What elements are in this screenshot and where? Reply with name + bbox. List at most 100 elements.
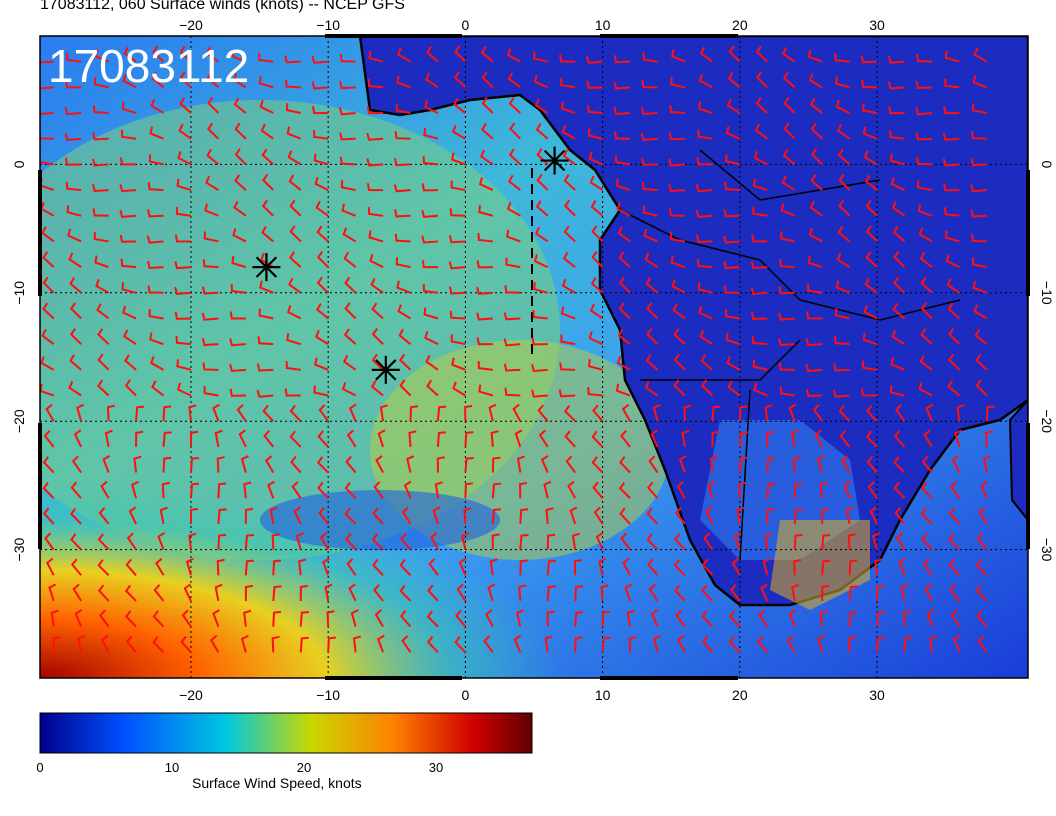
wind-barb: [540, 455, 549, 473]
wind-barb: [531, 363, 548, 373]
wind-barb: [152, 610, 165, 628]
wind-barb: [119, 209, 137, 218]
wind-barb: [591, 430, 604, 448]
wind-barb: [73, 429, 83, 448]
wind-barb: [916, 53, 932, 63]
wind-barb: [809, 200, 823, 217]
wind-barb: [421, 235, 439, 244]
wind-barb: [288, 277, 302, 294]
wind-barb: [284, 79, 301, 89]
wind-barb: [647, 481, 659, 499]
wind-barb: [589, 303, 604, 320]
wind-barb: [975, 379, 988, 397]
wind-barb: [74, 609, 83, 628]
wind-barb: [403, 480, 412, 499]
wind-barb: [536, 173, 549, 191]
wind-barb: [592, 404, 604, 422]
wind-barb: [366, 106, 384, 115]
wind-barb: [544, 635, 553, 653]
wind-barb: [673, 328, 686, 345]
wind-barb: [401, 635, 412, 653]
wind-barb: [585, 55, 603, 64]
wind-barb: [315, 200, 329, 217]
wind-barb: [867, 481, 878, 499]
wind-barb: [786, 634, 796, 653]
wind-barb: [396, 75, 411, 89]
wind-barb: [316, 303, 329, 320]
wind-barb: [601, 610, 611, 627]
wind-barb: [869, 506, 878, 525]
wind-barb: [212, 403, 221, 422]
wind-barb: [346, 429, 357, 448]
wind-barb: [376, 634, 385, 653]
wind-barb: [314, 357, 329, 371]
colorbar: [39, 712, 533, 754]
wind-barb: [450, 334, 466, 346]
latitude-tick-label: −10: [1039, 281, 1055, 305]
wind-barb: [832, 389, 850, 398]
wind-barb: [560, 334, 576, 346]
wind-barb: [202, 259, 219, 269]
wind-barb: [400, 532, 412, 551]
wind-barb: [751, 335, 768, 346]
wind-barb: [234, 122, 247, 140]
wind-barb: [68, 252, 82, 268]
wind-barb: [863, 304, 878, 320]
wind-barb: [267, 480, 275, 499]
wind-barb: [696, 234, 713, 243]
wind-barb: [650, 429, 659, 448]
latitude-tick-label: −10: [11, 281, 27, 305]
wind-barb: [728, 636, 741, 654]
wind-barb: [345, 533, 357, 551]
wind-barb: [900, 583, 909, 602]
wind-barb: [778, 338, 795, 347]
wind-barb: [618, 251, 631, 268]
wind-barb: [480, 123, 494, 140]
wind-barb: [587, 128, 603, 140]
wind-barb: [561, 278, 576, 294]
wind-barb: [876, 636, 886, 653]
wind-barb: [120, 129, 137, 140]
wind-barb: [819, 609, 828, 627]
wind-barb: [766, 482, 776, 499]
wind-barb: [343, 328, 357, 345]
wind-barb: [673, 353, 686, 371]
wind-barb: [546, 585, 556, 602]
wind-barb: [260, 123, 274, 140]
wind-barb: [289, 251, 302, 268]
longitude-tick-label: −20: [179, 17, 203, 33]
wind-barb: [257, 336, 274, 346]
wind-barb: [864, 277, 878, 294]
wind-barb: [592, 481, 604, 499]
wind-barb: [917, 203, 933, 217]
wind-barb: [890, 357, 905, 371]
wind-barb: [66, 52, 82, 63]
wind-barb: [778, 286, 795, 295]
wind-barb: [66, 205, 82, 217]
wind-barb: [835, 99, 851, 114]
wind-barb: [76, 403, 85, 422]
wind-barb: [464, 404, 473, 422]
wind-barb: [948, 558, 961, 576]
wind-barb: [862, 126, 878, 140]
wind-barb: [369, 253, 384, 269]
wind-barb: [887, 55, 905, 64]
wind-barb: [817, 634, 826, 653]
wind-barb: [449, 310, 466, 320]
wind-barb: [562, 251, 576, 268]
wind-barb: [683, 404, 692, 422]
wind-barb: [616, 355, 631, 371]
wind-barb: [231, 49, 247, 63]
wind-barb: [504, 387, 521, 397]
wind-barb: [135, 430, 144, 447]
wind-barb: [295, 532, 304, 550]
wind-barb: [311, 106, 329, 115]
colorbar-label: Surface Wind Speed, knots: [192, 775, 362, 791]
longitude-tick-label: −10: [316, 687, 340, 703]
star-marker: [540, 146, 569, 175]
wind-barb: [123, 46, 137, 63]
wind-barb: [985, 405, 995, 422]
wind-barb: [863, 150, 878, 166]
wind-barb: [876, 611, 886, 627]
wind-barb: [948, 353, 961, 371]
